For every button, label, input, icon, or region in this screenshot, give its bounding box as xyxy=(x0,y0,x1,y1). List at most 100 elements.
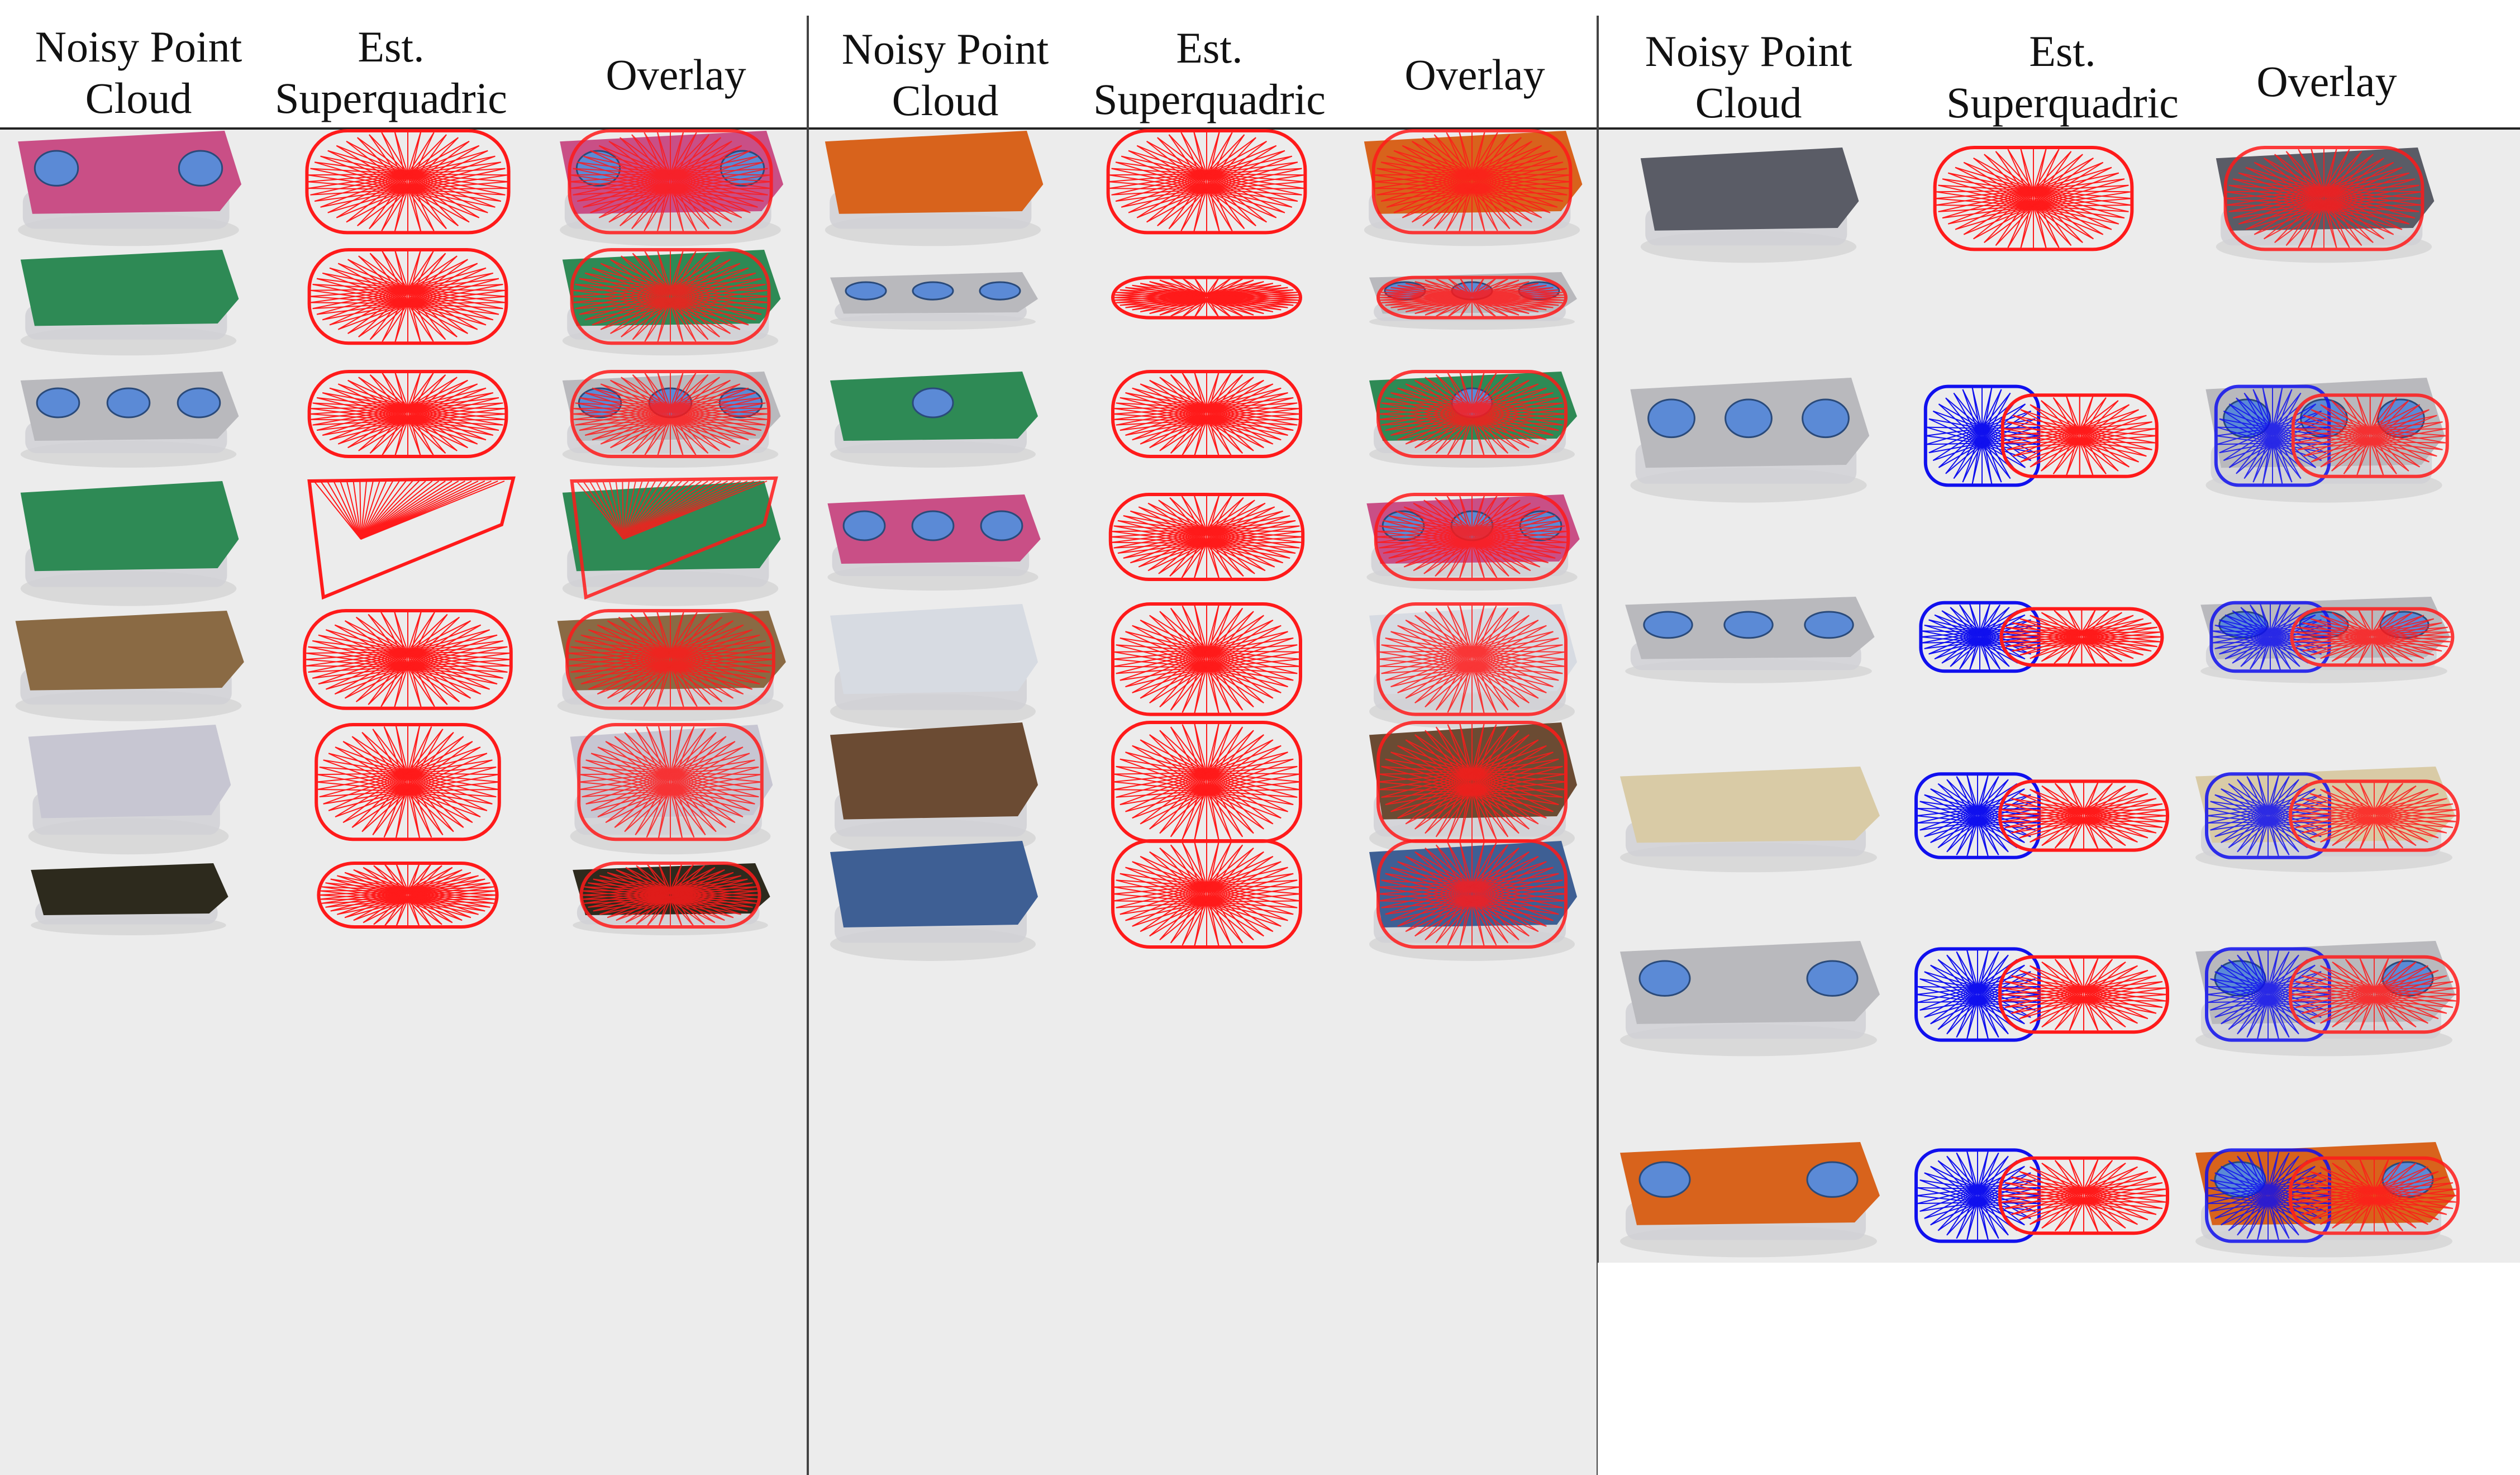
overlay-image xyxy=(553,360,788,472)
overlay-graphic xyxy=(562,476,781,606)
est-graphic xyxy=(1919,601,2164,673)
superquadric-mesh xyxy=(307,476,516,600)
marker xyxy=(1806,1161,1859,1198)
header-noisy-point-cloud: Noisy Point Cloud xyxy=(1645,27,1852,127)
overlay-image xyxy=(561,710,779,860)
noisy-graphic xyxy=(18,131,242,246)
est-graphic xyxy=(1933,146,2134,251)
noisy-graphic xyxy=(1620,1142,1880,1258)
est-graphic xyxy=(1111,721,1302,843)
noisy-point-cloud-image xyxy=(821,707,1045,863)
overlay-graphic xyxy=(1369,602,1577,729)
noisy-point-cloud-image xyxy=(1614,587,1883,687)
overlay-image xyxy=(2207,134,2441,268)
superquadric-image xyxy=(1894,754,2173,877)
superquadric-image xyxy=(1095,827,1318,967)
overlay-graphic xyxy=(562,370,781,468)
noisy-graphic xyxy=(830,372,1038,468)
overlay-image xyxy=(550,117,790,251)
overlay-graphic xyxy=(557,609,786,721)
noisy-point-cloud-image xyxy=(821,589,1045,735)
noisy-graphic xyxy=(830,841,1038,961)
superquadric-mesh xyxy=(1376,602,1568,716)
noisy-graphic xyxy=(31,863,228,935)
panel-divider-2 xyxy=(1597,16,1599,1475)
marker xyxy=(1804,611,1854,639)
est-graphic xyxy=(315,723,501,841)
superquadric-mesh xyxy=(1914,1148,2169,1243)
overlay-graphic xyxy=(2205,378,2449,503)
superquadric-mesh xyxy=(570,370,771,458)
superquadric-mesh xyxy=(303,609,513,710)
marker xyxy=(177,387,221,418)
est-graphic xyxy=(1111,275,1302,320)
marker xyxy=(1806,960,1859,997)
marker xyxy=(845,281,887,301)
est-graphic xyxy=(1914,772,2169,859)
est-graphic xyxy=(1111,602,1302,716)
overlay-image xyxy=(1360,265,1584,332)
noisy-point-cloud-image xyxy=(22,855,235,939)
superquadric-image xyxy=(285,598,531,726)
object-body xyxy=(28,725,231,819)
overlay-graphic xyxy=(2200,597,2455,683)
superquadric-image xyxy=(1089,117,1324,251)
marker xyxy=(980,510,1023,541)
noisy-graphic xyxy=(20,250,239,356)
superquadric-image xyxy=(1894,1129,2173,1263)
noisy-graphic xyxy=(830,722,1038,857)
superquadric-mesh xyxy=(1111,370,1302,458)
overlay-image xyxy=(1360,827,1584,967)
marker xyxy=(106,387,151,418)
superquadric-mesh xyxy=(1923,384,2159,487)
superquadric-mesh xyxy=(1376,275,1568,320)
object-body xyxy=(31,863,228,915)
overlay-graphic xyxy=(570,723,773,855)
object-body xyxy=(825,131,1044,214)
superquadric-mesh xyxy=(577,723,764,841)
marker xyxy=(1723,611,1774,639)
overlay-graphic xyxy=(2195,767,2460,873)
noisy-graphic xyxy=(1620,767,1880,873)
superquadric-mesh xyxy=(1914,772,2169,859)
noisy-point-cloud-image xyxy=(8,117,249,251)
superquadric-image xyxy=(290,467,525,612)
superquadric-mesh xyxy=(579,862,761,929)
superquadric-mesh xyxy=(1108,493,1305,581)
noisy-point-cloud-image xyxy=(11,237,246,360)
superquadric-mesh xyxy=(1111,721,1302,843)
header-est-superquadric: Est. Superquadric xyxy=(1946,27,2179,127)
noisy-point-cloud-image xyxy=(11,467,246,612)
overlay-graphic xyxy=(1366,493,1580,591)
header-est-superquadric: Est. Superquadric xyxy=(1093,23,1326,123)
superquadric-image xyxy=(302,855,514,939)
noisy-graphic xyxy=(1640,148,1859,263)
overlay-image xyxy=(1360,589,1584,735)
noisy-graphic xyxy=(830,604,1038,729)
noisy-point-cloud-image xyxy=(821,360,1045,472)
noisy-point-cloud-image xyxy=(1631,134,1866,268)
noisy-graphic xyxy=(20,481,239,606)
superquadric-mesh xyxy=(1111,275,1302,320)
overlay-image xyxy=(553,467,788,612)
superquadric-image xyxy=(1095,589,1318,735)
overlay-image xyxy=(2195,363,2452,508)
superquadric-mesh xyxy=(1919,601,2164,673)
noisy-graphic xyxy=(1625,597,1875,683)
marker xyxy=(912,387,954,418)
object-body xyxy=(1620,767,1880,843)
overlay-graphic xyxy=(560,129,784,246)
est-graphic xyxy=(1106,129,1307,235)
est-graphic xyxy=(1923,384,2159,487)
marker xyxy=(1647,398,1695,439)
object-body xyxy=(18,131,242,214)
noisy-graphic xyxy=(825,131,1044,246)
superquadric-mesh xyxy=(315,723,501,841)
marker xyxy=(842,510,886,541)
superquadric-mesh xyxy=(1374,493,1570,581)
overlay-image xyxy=(547,598,793,726)
overlay-graphic xyxy=(1364,129,1583,246)
overlay-graphic xyxy=(2195,1142,2460,1258)
superquadric-image xyxy=(290,360,525,472)
overlay-image xyxy=(1360,360,1584,472)
